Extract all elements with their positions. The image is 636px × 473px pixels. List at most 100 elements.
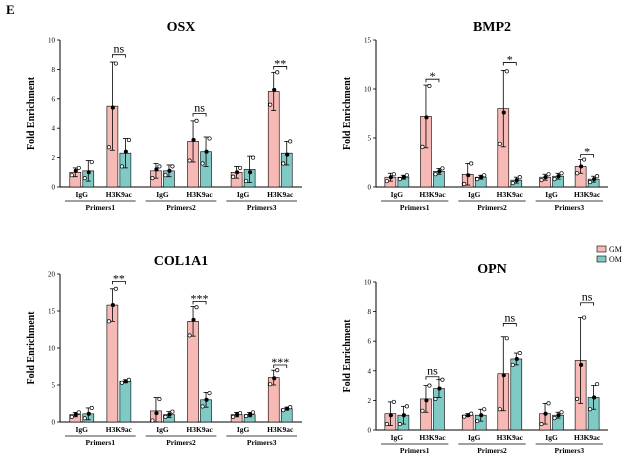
- chart2-data-point: [497, 141, 502, 146]
- chart2-ytick-label: 0: [368, 184, 372, 192]
- chart1-data-point: [69, 173, 74, 178]
- chart1-data-point: [110, 105, 115, 110]
- chart4-data-point: [552, 416, 557, 421]
- chart4-data-point: [404, 404, 409, 409]
- chart1-ytick-label: 0: [52, 184, 56, 192]
- chart3-data-point: [167, 412, 172, 417]
- chart3-ytick-label: 20: [48, 271, 56, 279]
- legend-swatch-om: [596, 255, 607, 263]
- chart4-data-point: [391, 399, 396, 404]
- chart2-data-point: [424, 115, 429, 120]
- chart4-data-point: [504, 336, 509, 341]
- chart1-data-point: [150, 176, 155, 181]
- chart3-data-point: [191, 317, 196, 322]
- chart4-xtick-igg: IgG: [391, 433, 404, 442]
- chart2-data-point: [391, 172, 396, 177]
- chart4-data-point: [424, 398, 429, 403]
- chart3-significance-label: ***: [271, 355, 289, 369]
- chart3-data-point: [126, 377, 131, 382]
- chart3-data-point: [231, 414, 236, 419]
- chart1-data-point: [167, 168, 172, 173]
- chart1-ytick-label: 10: [48, 37, 56, 45]
- chart3-bar-om-primers1-h3k9ac: [119, 380, 132, 423]
- chart1-significance-label: ns: [194, 101, 205, 115]
- chart1-data-point: [200, 161, 205, 166]
- chart3-xtick-igg: IgG: [237, 425, 250, 434]
- chart2-data-point: [546, 172, 551, 177]
- chart2-data-point: [404, 173, 409, 178]
- chart3-ytick-label: 0: [52, 419, 56, 427]
- chart2-significance-bracket: [502, 62, 517, 66]
- chart2-data-point: [539, 178, 544, 183]
- chart1-data-point: [275, 70, 280, 75]
- chart4-xtick-h3k9ac: H3K9ac: [574, 433, 601, 442]
- chart2-data-point: [504, 69, 509, 74]
- chart3-significance-label: ***: [191, 291, 209, 305]
- chart2-data-point: [514, 178, 519, 183]
- chart3-data-point: [275, 368, 280, 373]
- chart2-title: BMP2: [473, 20, 511, 35]
- chart3-ytick-label: 10: [48, 345, 56, 353]
- chart2-xtick-igg: IgG: [545, 190, 558, 199]
- chart3-data-point: [170, 409, 175, 414]
- chart1-data-point: [244, 179, 249, 184]
- chart3-data-point: [157, 397, 162, 402]
- chart4-data-point: [579, 362, 584, 367]
- chart2-xtick-h3k9ac: H3K9ac: [419, 190, 446, 199]
- chart3-data-point: [154, 411, 159, 416]
- chart3-data-point: [204, 397, 209, 402]
- chart4-significance-label: ns: [427, 364, 438, 378]
- chart4-data-point: [469, 411, 474, 416]
- chart3-data-point: [106, 319, 111, 324]
- chart1-data-point: [126, 137, 131, 143]
- chart4-data-point: [582, 315, 587, 320]
- chart1-data-point: [251, 155, 256, 160]
- chart1-data-point: [187, 158, 192, 163]
- chart3-ylabel: Fold Enrichment: [26, 311, 37, 385]
- chart4-data-point: [543, 411, 548, 416]
- chart3-data-point: [272, 376, 277, 381]
- chart1-data-point: [191, 137, 196, 143]
- chart1-xtick-h3k9ac: H3K9ac: [267, 190, 294, 199]
- chart2-data-point: [501, 110, 506, 115]
- chart1-data-point: [82, 176, 87, 181]
- chart2-data-point: [401, 175, 406, 180]
- chart3-xtick-h3k9ac: H3K9ac: [267, 425, 294, 434]
- chart1-data-point: [235, 170, 240, 175]
- chart2-data-point: [582, 157, 587, 162]
- chart1-xtick-igg: IgG: [76, 190, 89, 199]
- chart4-data-point: [482, 407, 487, 412]
- chart1-ytick-label: 8: [52, 66, 56, 74]
- chart3-ytick-label: 15: [48, 308, 56, 316]
- chart4-xtick-igg: IgG: [545, 433, 558, 442]
- chart1-data-point: [231, 174, 236, 179]
- chart1-data-point: [268, 102, 273, 107]
- chart4-data-point: [401, 413, 406, 418]
- chart3-significance-bracket: [111, 281, 126, 285]
- chart1-data-point: [272, 87, 277, 93]
- chart4-ytick-label: 6: [368, 338, 372, 346]
- chart3-significance-bracket: [192, 300, 207, 305]
- chart2-significance-bracket: [580, 154, 595, 158]
- chart4-data-point: [575, 396, 580, 401]
- chart2-data-point: [462, 182, 467, 187]
- chart1-data-point: [123, 149, 128, 154]
- chart4-significance-label: ns: [504, 310, 515, 324]
- chart2-data-point: [592, 177, 597, 182]
- chart2-data-point: [427, 84, 432, 89]
- chart1-xtick-igg: IgG: [156, 190, 169, 199]
- chart3-group-label-primers1: Primers1: [86, 438, 116, 447]
- panel-label: E: [6, 2, 15, 17]
- chart2-significance-label: *: [429, 69, 435, 83]
- chart4-data-point: [588, 407, 593, 412]
- chart1-data-point: [194, 118, 199, 123]
- chart3-xtick-igg: IgG: [76, 425, 89, 434]
- chart4-significance-label: ns: [582, 290, 593, 304]
- chart4-ytick-label: 0: [368, 427, 372, 435]
- chart4-group-label-primers2: Primers2: [477, 446, 507, 455]
- chart3-data-point: [207, 391, 212, 396]
- chart4-data-point: [427, 383, 432, 388]
- chart1-data-point: [163, 173, 168, 178]
- chart3-xtick-igg: IgG: [156, 425, 169, 434]
- chart1-data-point: [285, 152, 290, 157]
